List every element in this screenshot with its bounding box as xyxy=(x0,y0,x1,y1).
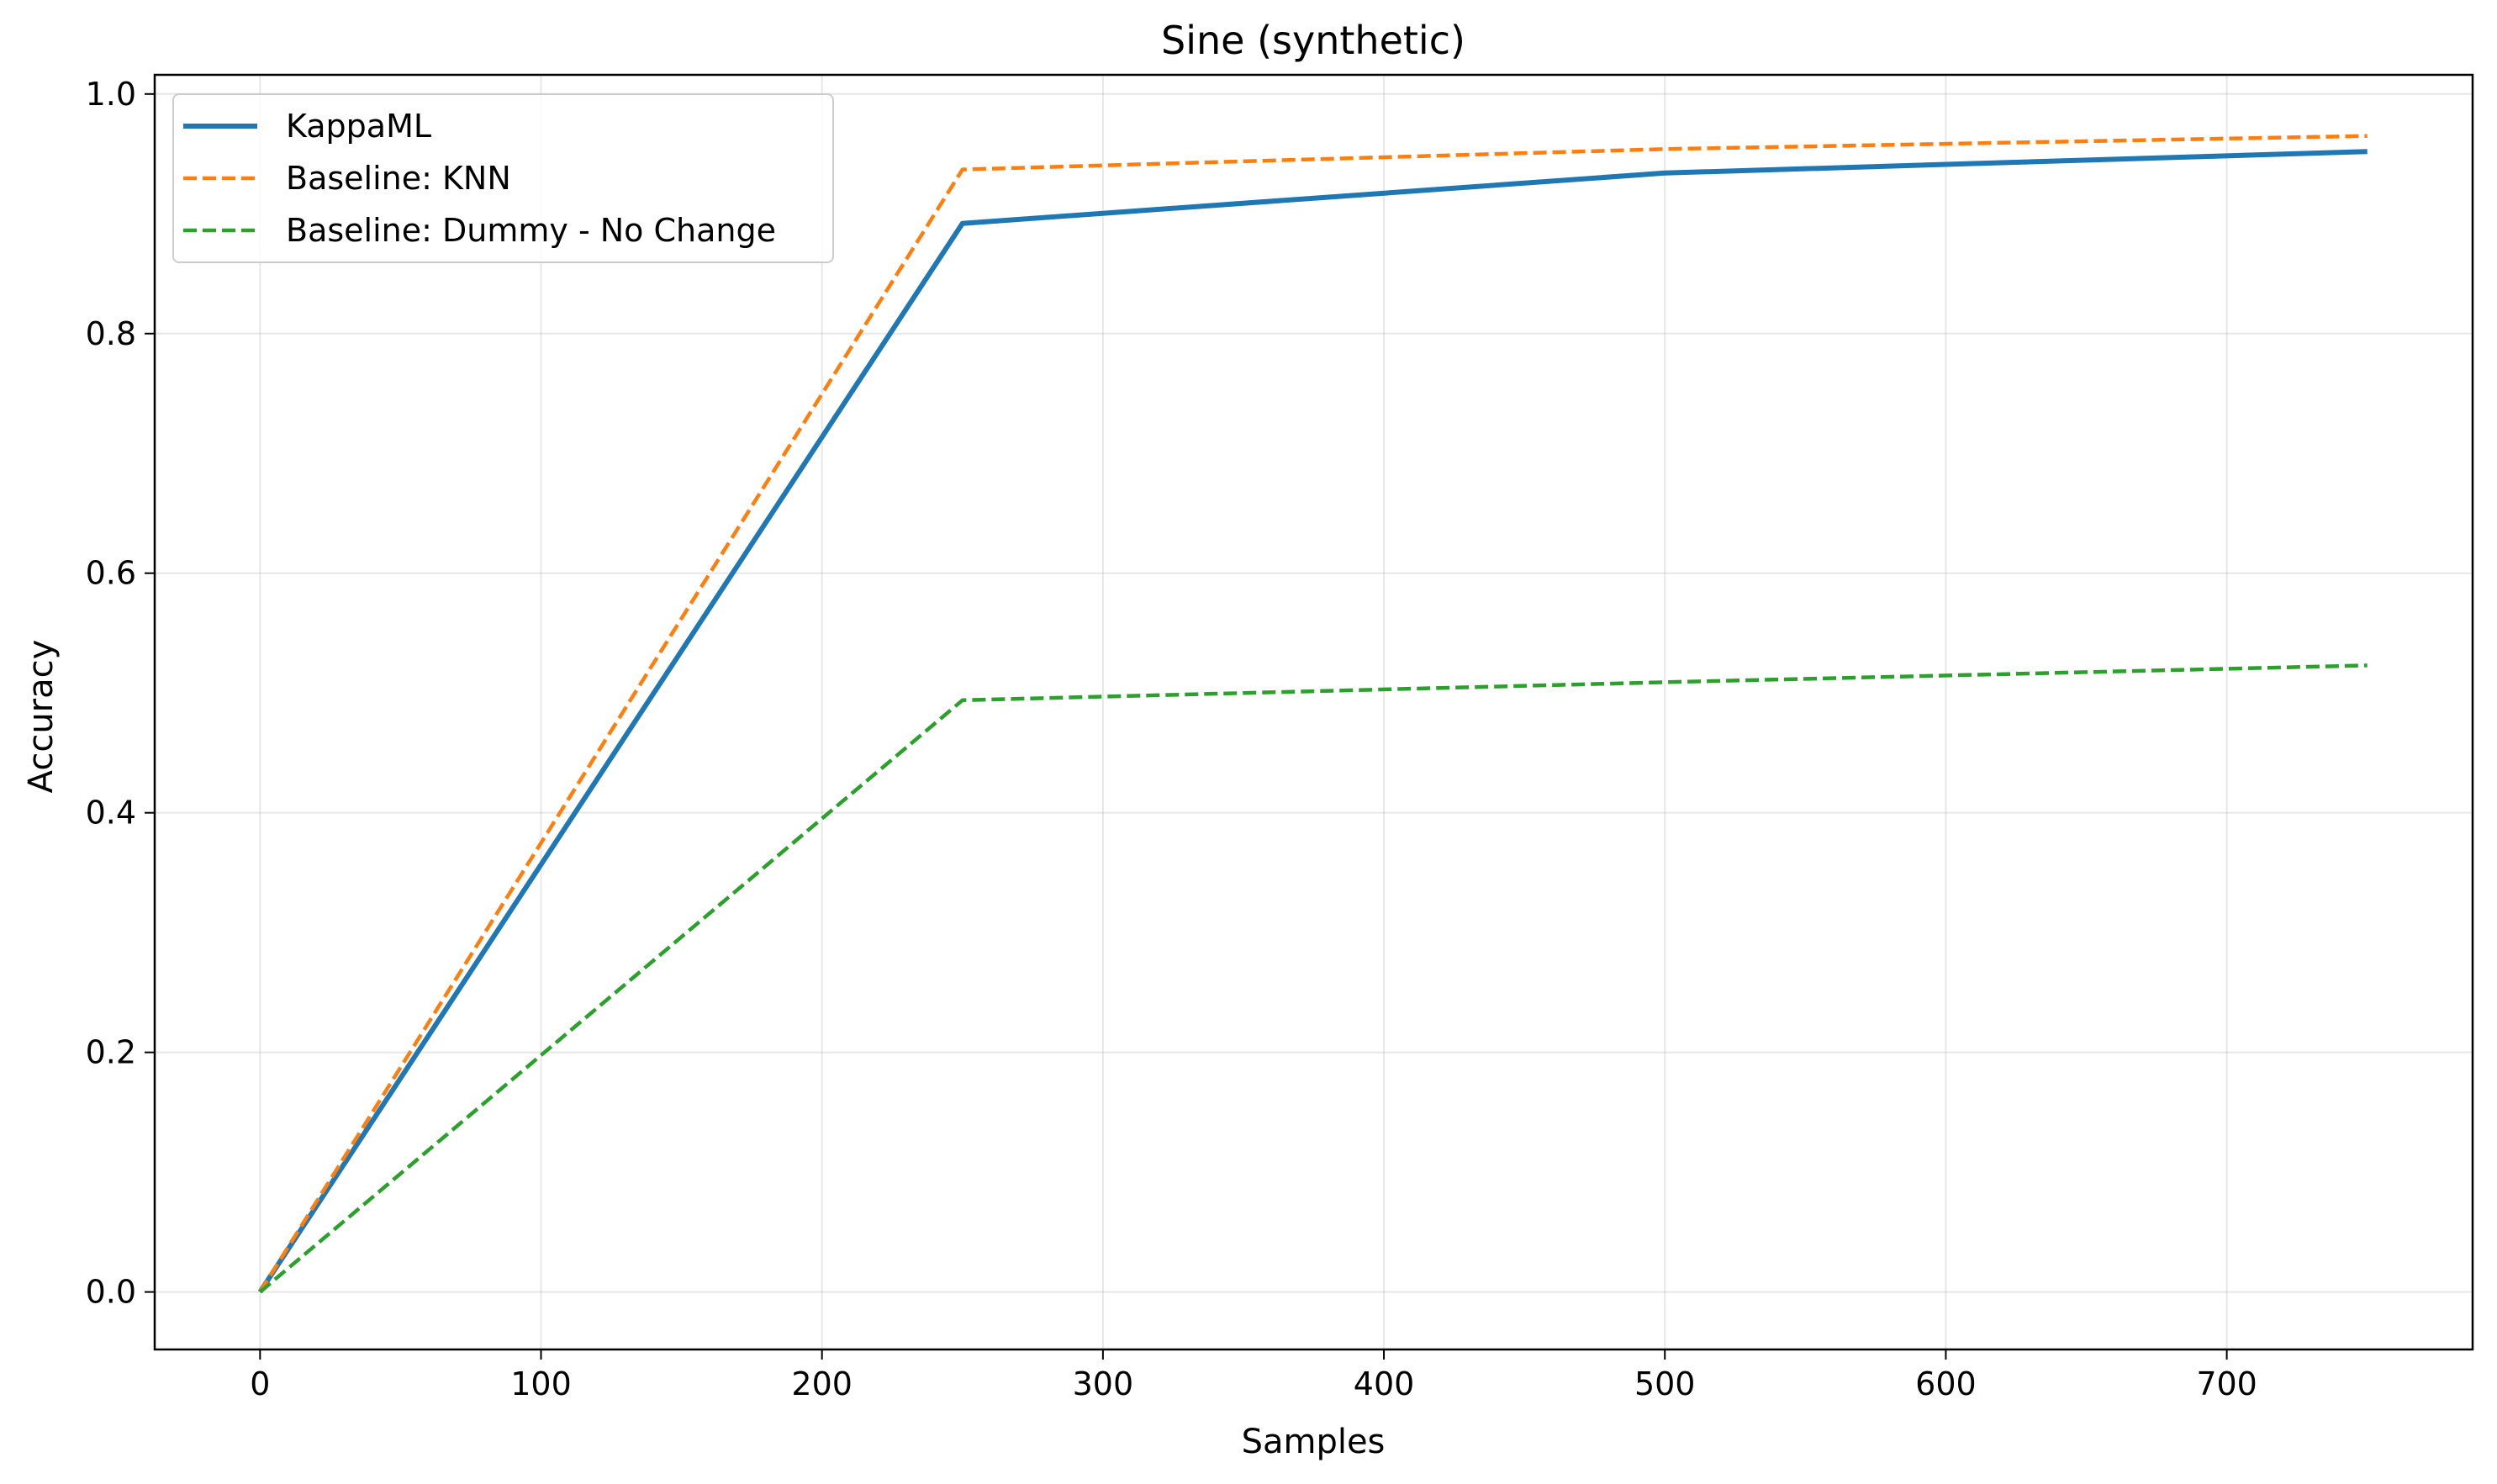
grid xyxy=(155,75,2473,1349)
x-ticks: 0 100 200 300 400 500 600 700 xyxy=(250,1349,2257,1402)
y-tick-label: 0.2 xyxy=(86,1034,136,1071)
legend: KappaML Baseline: KNN Baseline: Dummy - No… xyxy=(172,93,834,263)
legend-label-1: Baseline: KNN xyxy=(286,160,511,197)
y-tick-label: 1.0 xyxy=(86,76,136,113)
y-tick-label: 0.8 xyxy=(86,315,136,352)
x-tick-label: 100 xyxy=(510,1365,572,1402)
y-ticks: 0.0 0.2 0.4 0.6 0.8 1.0 xyxy=(86,76,155,1311)
x-tick-label: 700 xyxy=(2196,1365,2257,1402)
legend-label-2: Baseline: Dummy - No Change xyxy=(286,212,776,249)
y-axis-label: Accuracy xyxy=(22,640,61,794)
x-axis-label: Samples xyxy=(1242,1423,1386,1461)
series-line-1 xyxy=(258,134,2368,1293)
legend-label-0: KappaML xyxy=(286,108,431,145)
x-tick-label: 500 xyxy=(1634,1365,1696,1402)
x-tick-label: 0 xyxy=(250,1365,270,1402)
series-line-2 xyxy=(258,663,2368,1294)
series-line-0 xyxy=(257,149,2368,1294)
x-tick-label: 600 xyxy=(1915,1365,1977,1402)
y-tick-label: 0.0 xyxy=(86,1274,136,1311)
x-tick-label: 400 xyxy=(1354,1365,1415,1402)
y-tick-label: 0.6 xyxy=(86,555,136,592)
x-tick-label: 200 xyxy=(791,1365,853,1402)
y-tick-label: 0.4 xyxy=(86,795,136,832)
plot-frame xyxy=(153,73,2474,1351)
series-group xyxy=(257,134,2368,1294)
x-tick-label: 300 xyxy=(1073,1365,1134,1402)
legend-box xyxy=(172,93,834,263)
chart-title: Sine (synthetic) xyxy=(1161,18,1465,63)
